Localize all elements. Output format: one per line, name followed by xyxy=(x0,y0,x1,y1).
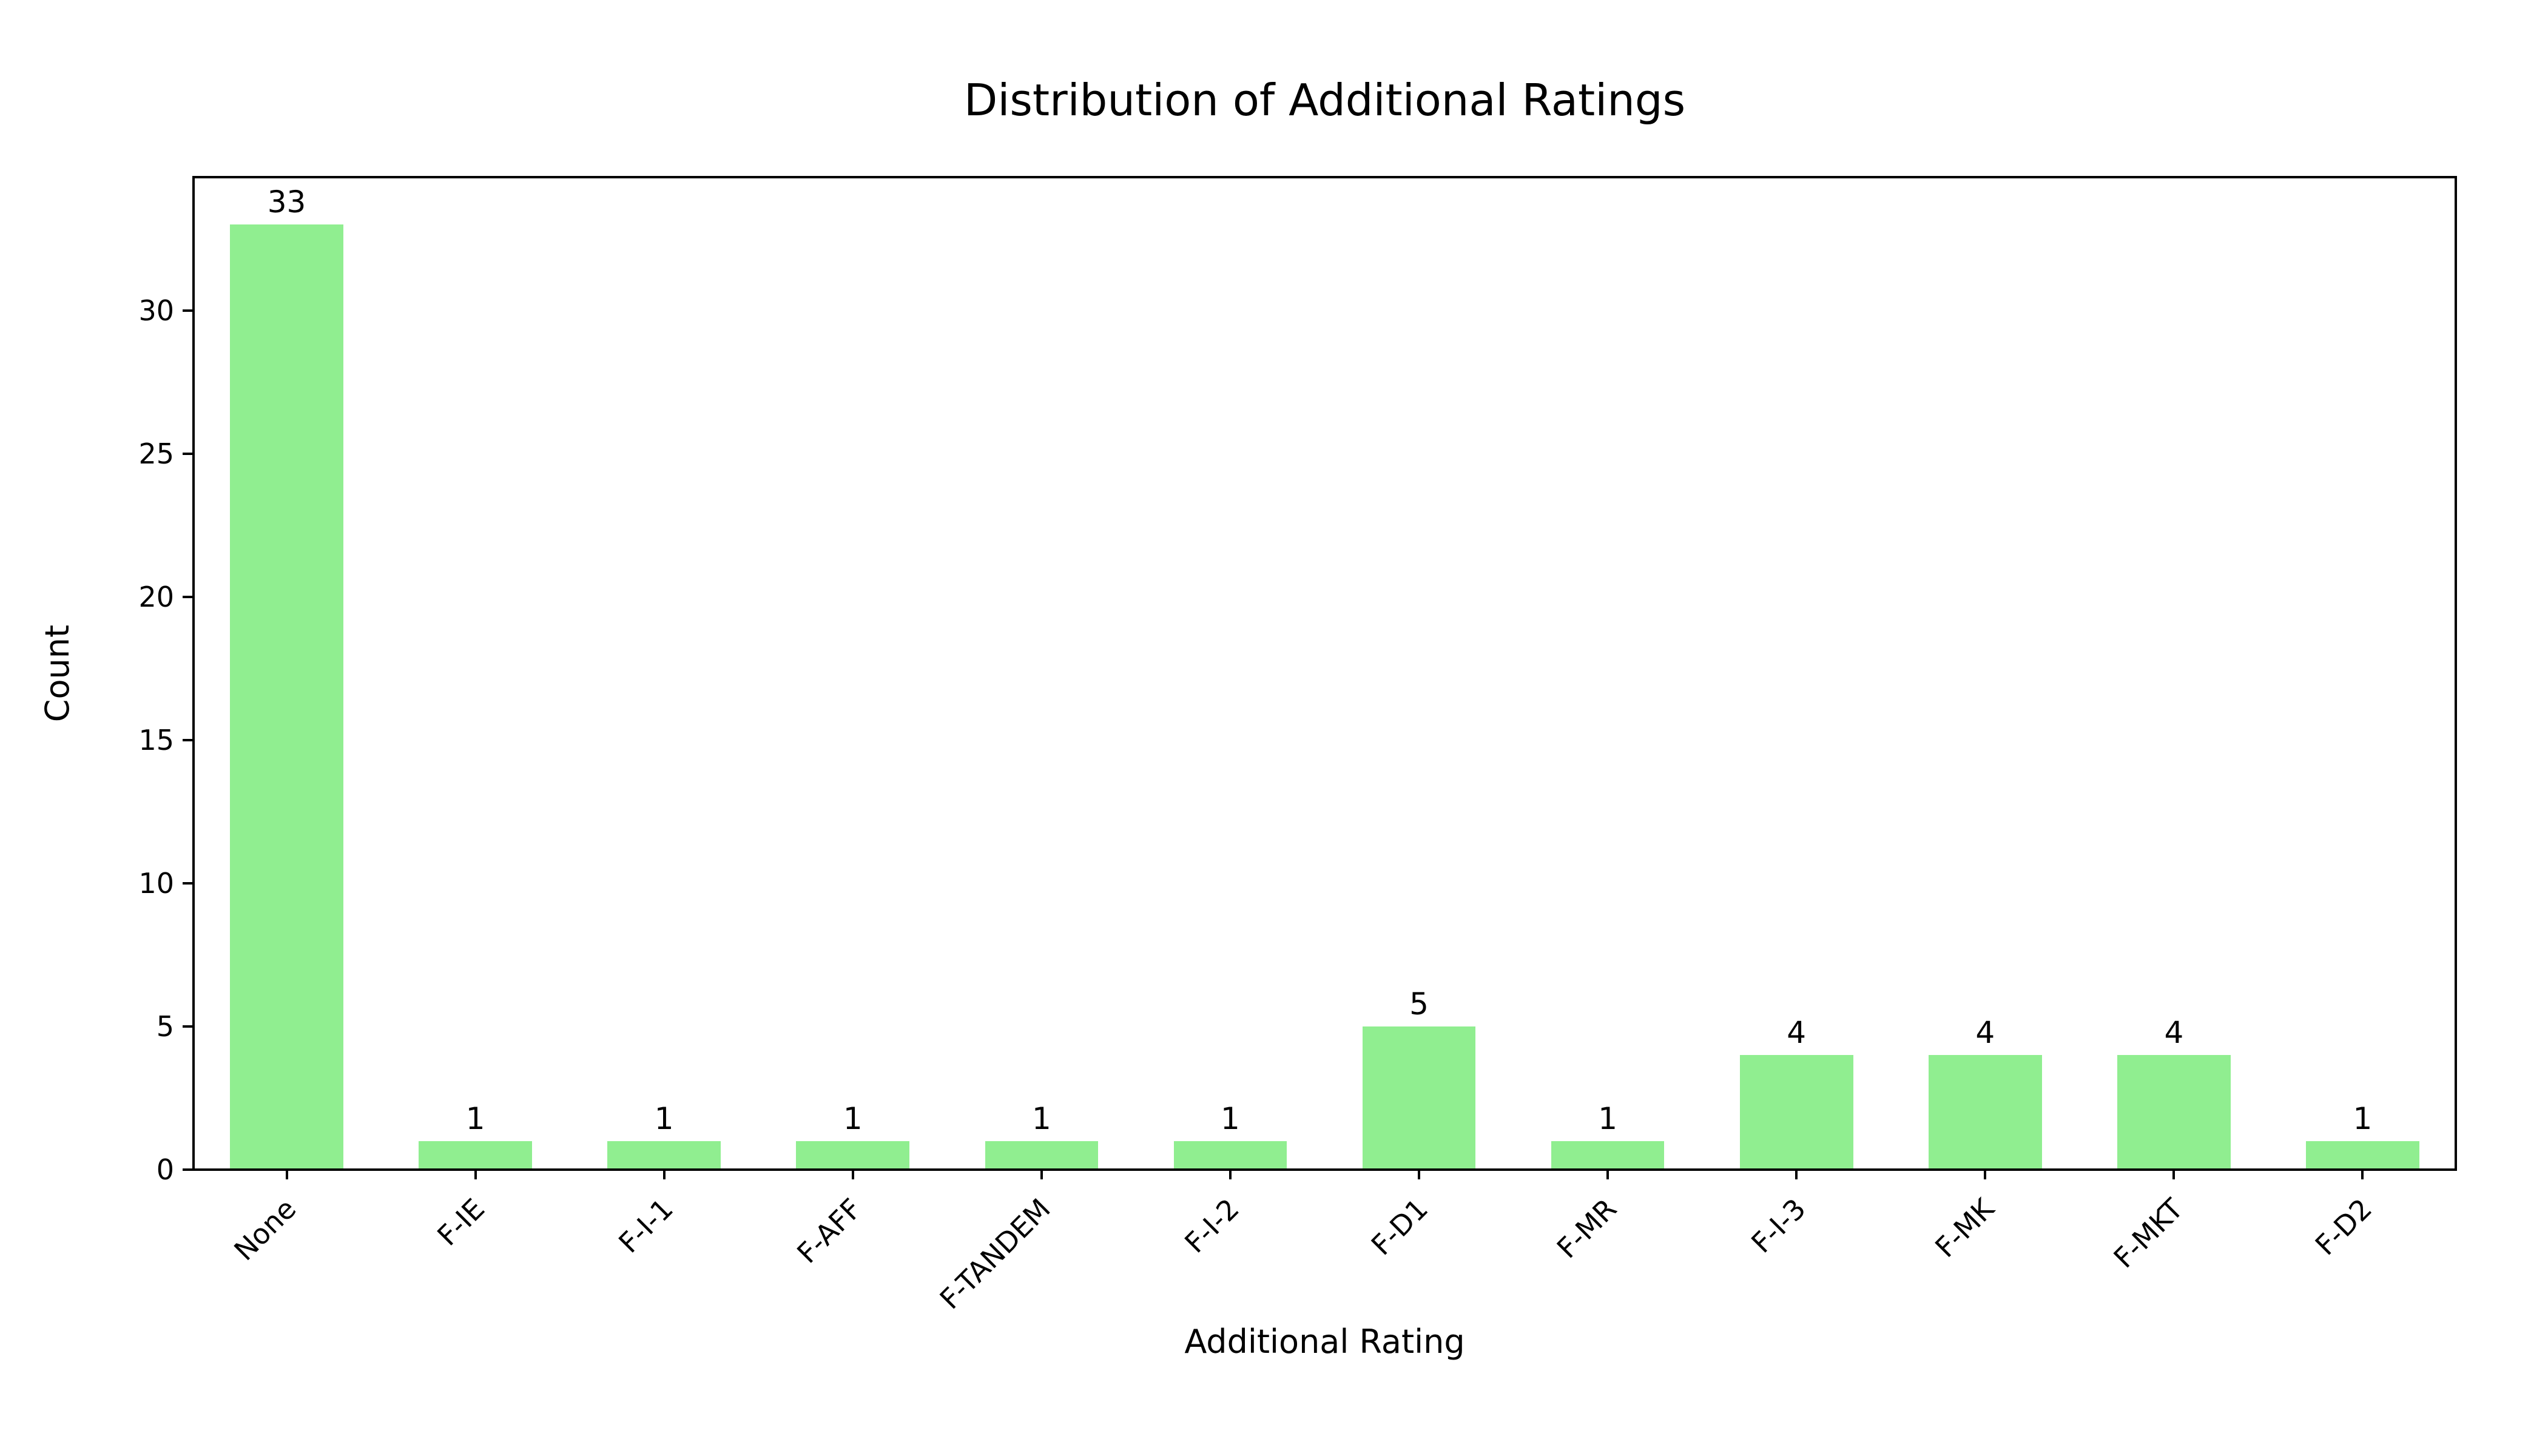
bar-value-label: 1 xyxy=(1221,1100,1240,1136)
bar-value-label: 1 xyxy=(2353,1100,2373,1136)
plot-area-border xyxy=(192,176,2457,1171)
bar-F-I-1 xyxy=(607,1141,721,1170)
chart-title: Distribution of Additional Ratings xyxy=(963,75,1686,126)
y-tick-label: 20 xyxy=(138,580,174,613)
y-tick-mark xyxy=(183,881,192,885)
x-tick-mark xyxy=(285,1170,288,1179)
bar-value-label: 1 xyxy=(465,1100,485,1136)
x-tick-label-F-TANDEM: F-TANDEM xyxy=(933,1192,1057,1316)
x-tick-mark xyxy=(474,1170,477,1179)
x-tick-label-F-I-1: F-I-1 xyxy=(612,1192,680,1259)
bar-F-D1 xyxy=(1362,1026,1476,1170)
y-tick-label: 25 xyxy=(138,437,174,470)
x-tick-mark xyxy=(1984,1170,1987,1179)
bar-value-label: 5 xyxy=(1409,986,1429,1022)
x-tick-mark xyxy=(662,1170,666,1179)
bar-None xyxy=(230,224,343,1170)
y-axis-label: Count xyxy=(38,624,76,723)
bar-value-label: 4 xyxy=(1975,1015,1995,1051)
x-tick-mark xyxy=(1418,1170,1421,1179)
bar-F-MK xyxy=(1928,1055,2042,1170)
x-tick-mark xyxy=(1040,1170,1043,1179)
bar-F-TANDEM xyxy=(985,1141,1099,1170)
x-tick-mark xyxy=(851,1170,854,1179)
x-tick-label-F-MR: F-MR xyxy=(1551,1192,1623,1265)
x-tick-mark xyxy=(1228,1170,1232,1179)
x-tick-label-F-MK: F-MK xyxy=(1929,1192,2001,1264)
bar-value-label: 33 xyxy=(267,184,306,220)
x-tick-label-F-D2: F-D2 xyxy=(2308,1192,2378,1262)
bar-value-label: 4 xyxy=(2164,1015,2184,1051)
bar-F-I-3 xyxy=(1739,1055,1853,1170)
bar-F-I-2 xyxy=(1173,1141,1287,1170)
x-tick-mark xyxy=(1795,1170,1798,1179)
x-tick-label-None: None xyxy=(227,1192,302,1267)
y-tick-mark xyxy=(183,738,192,741)
bar-value-label: 1 xyxy=(1598,1100,1618,1136)
y-tick-mark xyxy=(183,309,192,312)
bar-F-MKT xyxy=(2117,1055,2231,1170)
x-tick-label-F-I-3: F-I-3 xyxy=(1744,1192,1812,1259)
y-tick-label: 10 xyxy=(138,866,174,900)
bar-F-MR xyxy=(1551,1141,1665,1170)
bar-F-IE xyxy=(419,1141,532,1170)
x-tick-label-F-AFF: F-AFF xyxy=(790,1192,869,1270)
y-tick-label: 30 xyxy=(138,294,174,327)
x-tick-mark xyxy=(1606,1170,1609,1179)
x-tick-label-F-MKT: F-MKT xyxy=(2107,1192,2189,1275)
x-tick-mark xyxy=(2172,1170,2176,1179)
x-tick-label-F-D1: F-D1 xyxy=(1365,1192,1435,1262)
bar-F-D2 xyxy=(2306,1141,2419,1170)
x-tick-label-F-IE: F-IE xyxy=(431,1192,491,1252)
y-tick-label: 5 xyxy=(156,1009,174,1043)
y-tick-label: 15 xyxy=(138,723,174,757)
bar-value-label: 4 xyxy=(1787,1015,1807,1051)
y-tick-mark xyxy=(183,452,192,455)
y-tick-mark xyxy=(183,595,192,598)
bar-F-AFF xyxy=(796,1141,910,1170)
y-tick-mark xyxy=(183,1168,192,1171)
x-axis-label: Additional Rating xyxy=(1184,1323,1465,1361)
y-tick-label: 0 xyxy=(156,1153,174,1186)
x-tick-mark xyxy=(2361,1170,2364,1179)
bar-value-label: 1 xyxy=(654,1100,674,1136)
bar-value-label: 1 xyxy=(843,1100,863,1136)
y-tick-mark xyxy=(183,1025,192,1028)
bar-value-label: 1 xyxy=(1031,1100,1051,1136)
x-tick-label-F-I-2: F-I-2 xyxy=(1178,1192,1246,1259)
